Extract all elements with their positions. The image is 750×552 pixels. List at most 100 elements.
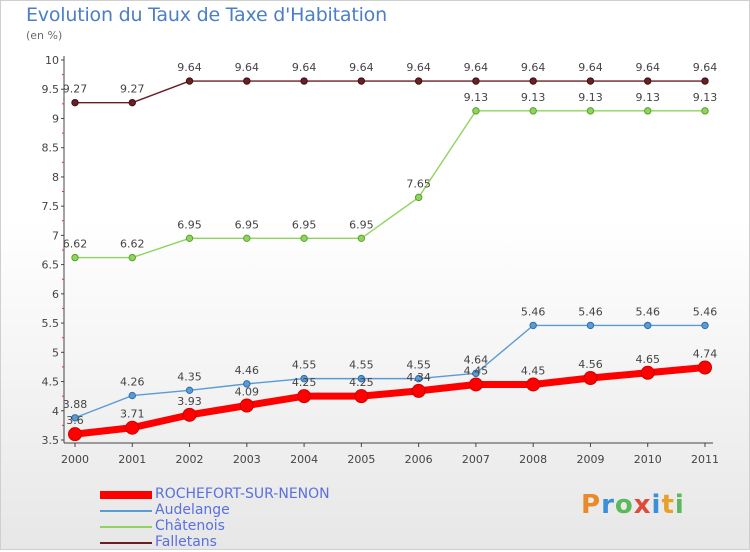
data-point-ch-tenois: [185, 234, 194, 243]
y-tick-label: 5: [52, 346, 59, 359]
logo-letter: o: [614, 490, 634, 520]
data-label-falletans: 9.64: [177, 61, 202, 74]
data-point-ch-tenois: [243, 234, 251, 243]
y-tick-label: 7.5: [42, 200, 60, 213]
data-point-audelange: [701, 321, 709, 330]
x-tick-label: 2009: [576, 453, 604, 466]
data-point-rochefort-sur-nenon: [182, 407, 197, 422]
data-label-rochefort-sur-nenon: 4.56: [578, 358, 603, 371]
data-point-audelange: [644, 321, 652, 330]
y-tick-label: 4.5: [42, 376, 60, 389]
data-label-audelange: 4.55: [292, 359, 317, 372]
data-point-falletans: [529, 77, 537, 85]
x-tick-label: 2008: [519, 453, 547, 466]
x-tick-label: 2005: [347, 453, 375, 466]
chart-title: Evolution du Taux de Taxe d'Habitation: [26, 4, 387, 26]
data-label-audelange: 4.64: [464, 353, 489, 366]
data-label-rochefort-sur-nenon: 4.45: [521, 364, 546, 377]
data-point-rochefort-sur-nenon: [68, 427, 82, 442]
x-tick-label: 2002: [176, 453, 204, 466]
data-point-falletans: [71, 98, 79, 107]
data-label-ch-tenois: 6.95: [349, 218, 374, 231]
y-tick-label: 4: [52, 405, 59, 418]
data-label-rochefort-sur-nenon: 4.09: [235, 386, 260, 399]
legend-label: Audelange: [155, 502, 230, 518]
data-point-rochefort-sur-nenon: [125, 420, 140, 435]
data-label-ch-tenois: 9.13: [635, 91, 660, 104]
logo-letter: i: [674, 490, 685, 520]
data-point-rochefort-sur-nenon: [468, 377, 483, 392]
data-label-audelange: 5.46: [521, 305, 546, 318]
data-label-rochefort-sur-nenon: 3.6: [66, 414, 84, 427]
data-point-falletans: [586, 77, 595, 85]
legend-swatch: [100, 510, 152, 512]
data-label-audelange: 5.46: [635, 305, 660, 318]
data-point-rochefort-sur-nenon: [698, 360, 712, 375]
data-point-audelange: [529, 321, 537, 330]
data-point-rochefort-sur-nenon: [411, 383, 426, 398]
data-label-ch-tenois: 9.13: [521, 91, 546, 104]
y-tick-label: 6.5: [42, 259, 60, 272]
data-label-falletans: 9.27: [63, 83, 88, 96]
data-point-ch-tenois: [529, 107, 537, 115]
data-point-ch-tenois: [644, 107, 652, 115]
data-label-audelange: 5.46: [578, 305, 603, 318]
y-tick-label: 9: [52, 112, 59, 125]
data-point-ch-tenois: [586, 107, 595, 115]
logo-letter: P: [581, 490, 602, 520]
data-point-audelange: [586, 321, 595, 330]
data-point-falletans: [644, 77, 652, 85]
y-tick-label: 10: [45, 54, 59, 67]
x-tick-label: 2000: [61, 453, 89, 466]
data-point-falletans: [185, 77, 194, 85]
y-tick-label: 5.5: [42, 317, 60, 330]
data-point-falletans: [701, 77, 709, 85]
data-label-falletans: 9.64: [349, 61, 374, 74]
data-label-ch-tenois: 6.95: [235, 218, 260, 231]
data-point-audelange: [357, 374, 366, 383]
y-tick-label: 8.5: [42, 142, 60, 155]
x-tick-label: 2007: [462, 453, 490, 466]
data-label-rochefort-sur-nenon: 4.65: [635, 353, 660, 366]
data-point-falletans: [472, 77, 480, 85]
data-point-ch-tenois: [472, 107, 480, 115]
y-tick-label: 3.5: [42, 434, 60, 447]
data-label-falletans: 9.64: [693, 61, 718, 74]
data-label-ch-tenois: 6.62: [63, 238, 88, 251]
data-point-falletans: [357, 77, 366, 85]
data-point-audelange: [185, 386, 194, 395]
proxiti-logo: Proxiti: [581, 490, 685, 520]
data-label-rochefort-sur-nenon: 3.71: [120, 408, 145, 421]
data-point-rochefort-sur-nenon: [526, 377, 541, 392]
data-point-rochefort-sur-nenon: [583, 371, 598, 386]
series-line-ch-tenois: [75, 110, 705, 259]
data-label-audelange: 4.26: [120, 376, 145, 389]
x-tick-label: 2006: [405, 453, 433, 466]
data-point-rochefort-sur-nenon: [297, 389, 312, 404]
data-label-falletans: 9.64: [521, 61, 546, 74]
data-label-audelange: 3.88: [63, 398, 88, 411]
data-label-rochefort-sur-nenon: 4.25: [349, 376, 374, 389]
x-tick-label: 2004: [290, 453, 318, 466]
y-tick-label: 7: [52, 229, 59, 242]
legend-swatch: [100, 526, 152, 528]
data-point-ch-tenois: [300, 234, 308, 243]
data-point-falletans: [128, 98, 136, 107]
y-tick-label: 8: [52, 171, 59, 184]
data-label-ch-tenois: 6.95: [292, 218, 317, 231]
data-point-audelange: [300, 374, 308, 383]
data-label-falletans: 9.64: [406, 61, 431, 74]
x-tick-label: 2011: [691, 453, 719, 466]
data-label-falletans: 9.64: [292, 61, 317, 74]
data-label-falletans: 9.64: [235, 61, 260, 74]
logo-letter: x: [633, 490, 652, 520]
data-label-audelange: 5.46: [693, 305, 718, 318]
legend-label: Châtenois: [155, 518, 225, 534]
logo-letter: r: [601, 490, 615, 520]
data-label-falletans: 9.64: [464, 61, 489, 74]
data-point-ch-tenois: [701, 107, 709, 115]
data-label-ch-tenois: 9.13: [578, 91, 603, 104]
data-label-rochefort-sur-nenon: 3.93: [177, 395, 202, 408]
data-label-ch-tenois: 6.62: [120, 238, 145, 251]
